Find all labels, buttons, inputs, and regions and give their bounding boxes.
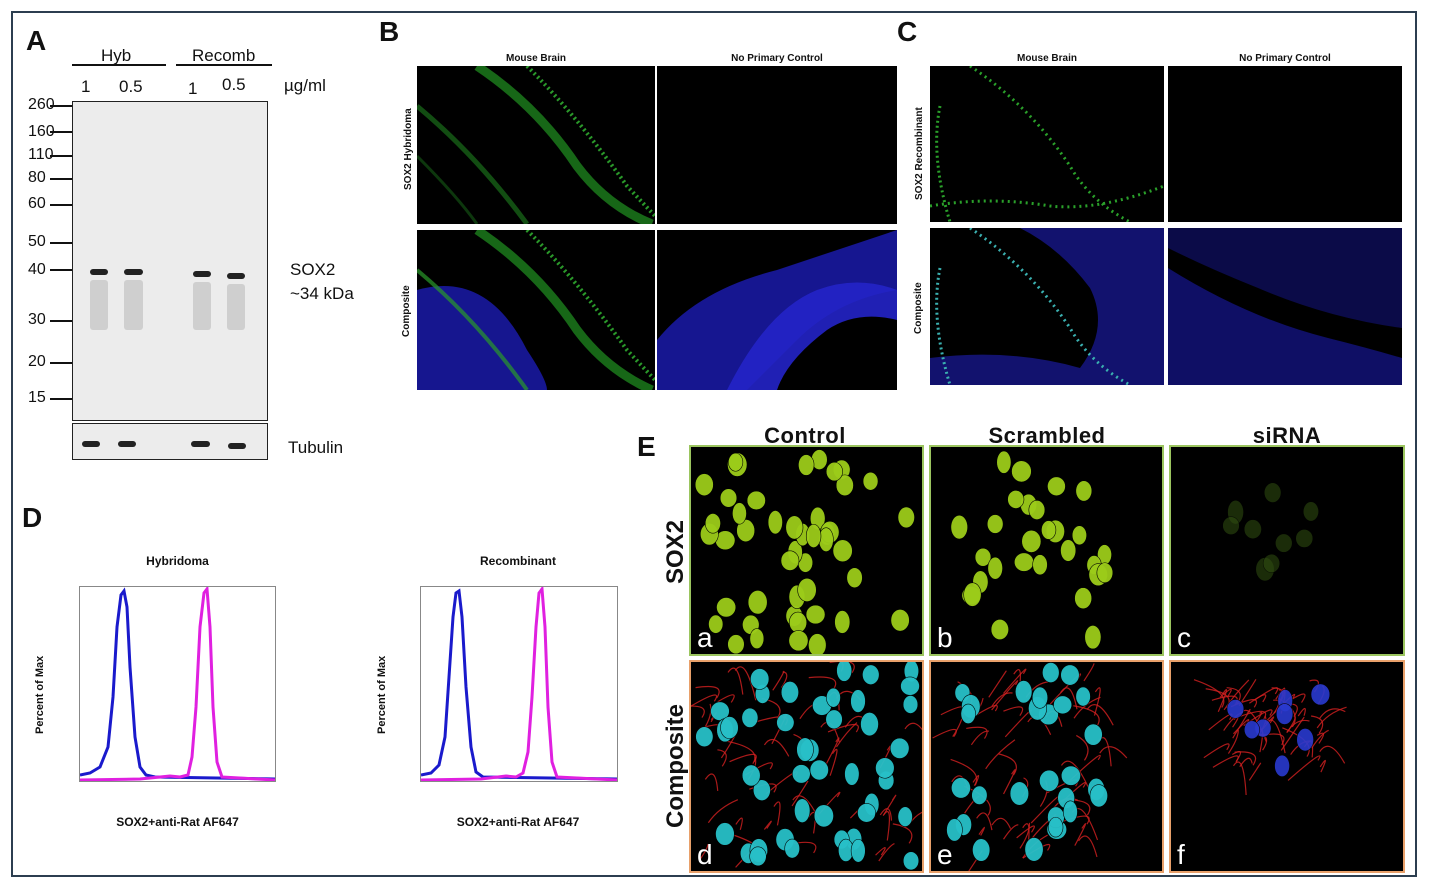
band-label-kda: ~34 kDa <box>290 284 354 303</box>
mw-tick <box>50 269 72 271</box>
subpanel-letter: c <box>1177 622 1191 653</box>
panel-b-letter: B <box>379 16 400 47</box>
subpanel-letter: d <box>697 839 713 870</box>
panel-a-letter: A <box>26 25 47 56</box>
col-label-no-primary: No Primary Control <box>1239 53 1331 64</box>
panel-c-letter: C <box>897 16 918 47</box>
micrograph-b-sox2-control <box>657 66 897 224</box>
col-label-no-primary: No Primary Control <box>731 53 823 64</box>
col-label-scrambled: Scrambled <box>988 423 1106 448</box>
micrograph-b-composite-control <box>657 230 897 390</box>
mw-tick <box>50 155 72 157</box>
hist-title-hybridoma: Hybridoma <box>146 554 209 568</box>
micrograph-e-composite-control: d <box>689 660 924 873</box>
lane-smear <box>90 280 108 330</box>
mw-tick <box>50 320 72 322</box>
micrograph-c-composite-brain <box>930 228 1164 385</box>
group-line-hyb <box>72 64 166 66</box>
mw-marker: 40 <box>28 261 46 278</box>
tubulin-band <box>228 443 246 449</box>
mw-marker: 50 <box>28 233 46 250</box>
mw-tick <box>50 242 72 244</box>
mw-marker: 110 <box>28 146 54 163</box>
sox2-band <box>124 269 143 275</box>
micrograph-e-sox2-sirna: c <box>1169 445 1405 656</box>
group-line-recomb <box>176 64 272 66</box>
lane-label-4: 0.5 <box>222 75 246 94</box>
micrograph-c-composite-control <box>1168 228 1402 385</box>
hist-ylabel: Percent of Max <box>34 655 46 734</box>
sox2-band <box>193 271 211 277</box>
subpanel-letter: e <box>937 839 953 870</box>
band-label-sox2: SOX2 <box>290 260 336 279</box>
mw-marker: 160 <box>28 123 55 140</box>
tubulin-band <box>118 441 136 447</box>
group-label-recomb: Recomb <box>192 46 256 65</box>
col-label-sirna: siRNA <box>1252 423 1322 448</box>
mw-marker: 60 <box>28 195 46 212</box>
histogram-recombinant <box>420 584 618 782</box>
micrograph-e-sox2-scrambled: b <box>929 445 1164 656</box>
hist-xlabel: SOX2+anti-Rat AF647 <box>456 815 580 829</box>
mw-tick <box>50 131 72 133</box>
hist-xlabel: SOX2+anti-Rat AF647 <box>116 815 239 829</box>
row-label-composite: Composite <box>913 282 924 334</box>
sox2-band <box>227 273 245 279</box>
tubulin-label: Tubulin <box>288 438 344 457</box>
lane-smear <box>193 282 211 330</box>
mw-tick <box>50 398 72 400</box>
mw-tick <box>50 178 72 180</box>
unit-label: µg/ml <box>284 76 326 95</box>
mw-marker: 80 <box>28 169 46 186</box>
col-label-mouse-brain: Mouse Brain <box>505 53 566 64</box>
row-label-sox2-hybridoma: SOX2 Hybridoma <box>403 108 414 190</box>
sox2-band <box>90 269 108 275</box>
col-label-control: Control <box>764 423 846 448</box>
figure-frame <box>11 11 1417 877</box>
row-label-composite: Composite <box>662 703 689 828</box>
subpanel-letter: f <box>1177 839 1185 870</box>
lane-smear <box>124 280 143 330</box>
tubulin-band <box>191 441 210 447</box>
mw-marker: 15 <box>28 389 46 406</box>
mw-marker: 20 <box>28 353 46 370</box>
panel-e-letter: E <box>637 431 656 462</box>
col-label-mouse-brain: Mouse Brain <box>1016 53 1077 64</box>
micrograph-b-sox2-brain <box>417 66 655 224</box>
micrograph-c-sox2-control <box>1168 66 1402 222</box>
row-label-composite: Composite <box>401 285 412 337</box>
subpanel-letter: b <box>937 622 953 653</box>
subpanel-letter: a <box>697 622 713 653</box>
micrograph-b-composite-brain <box>417 230 655 390</box>
row-label-sox2: SOX2 <box>662 519 689 584</box>
hist-ylabel: Percent of Max <box>376 655 388 734</box>
mw-marker: 260 <box>28 96 55 113</box>
mw-tick <box>50 204 72 206</box>
row-label-sox2-recombinant: SOX2 Recombinant <box>914 107 925 200</box>
micrograph-e-composite-sirna: f <box>1169 660 1405 873</box>
micrograph-e-sox2-control: a <box>689 445 924 656</box>
mw-marker: 30 <box>28 311 46 328</box>
micrograph-e-composite-scrambled: e <box>929 660 1164 873</box>
mw-tick <box>50 105 72 107</box>
tubulin-band <box>82 441 100 447</box>
micrograph-c-sox2-brain <box>930 66 1164 222</box>
panel-d-letter: D <box>22 502 43 533</box>
mw-tick <box>50 362 72 364</box>
tubulin-blot <box>72 423 268 460</box>
hist-title-recombinant: Recombinant <box>479 554 556 568</box>
group-label-hyb: Hyb <box>101 46 132 65</box>
lane-label-3: 1 <box>188 79 198 98</box>
lane-smear <box>227 284 245 330</box>
lane-label-2: 0.5 <box>119 77 143 96</box>
histogram-hybridoma <box>79 584 276 782</box>
lane-label-1: 1 <box>81 77 91 96</box>
western-blot <box>72 101 268 421</box>
